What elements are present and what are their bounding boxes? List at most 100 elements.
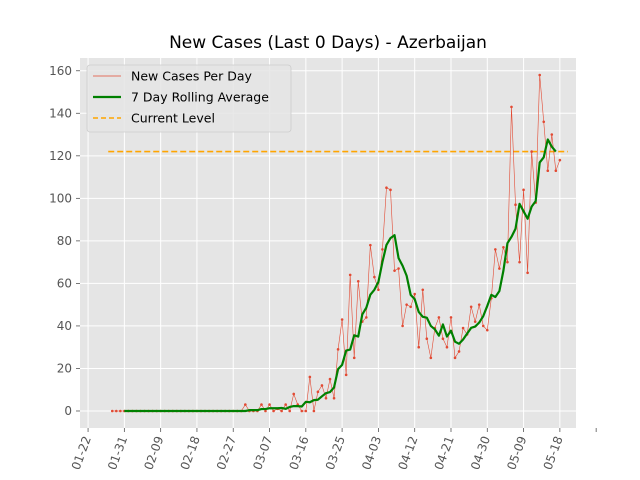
x-tick-label: 04-30 — [468, 434, 493, 472]
new-cases-point — [110, 409, 114, 413]
new-cases-point — [324, 396, 328, 400]
new-cases-point — [377, 288, 380, 292]
legend: New Cases Per Day 7 Day Rolling Average … — [86, 64, 292, 133]
new-cases-point — [409, 305, 412, 309]
y-tick-label: 160 — [49, 64, 72, 78]
new-cases-point — [304, 409, 308, 413]
new-cases-point — [538, 73, 542, 77]
new-cases-point — [530, 150, 533, 153]
x-tick-label: 04-12 — [395, 434, 420, 472]
new-cases-point — [381, 248, 384, 251]
new-cases-point — [494, 248, 497, 251]
new-cases-point — [344, 373, 348, 377]
new-cases-point — [332, 396, 336, 400]
y-tick-label: 40 — [57, 319, 72, 333]
new-cases-point — [425, 337, 429, 340]
new-cases-point — [421, 288, 425, 292]
new-cases-point — [441, 337, 445, 340]
x-tick-label: 01-31 — [105, 434, 130, 472]
new-cases-point — [284, 403, 287, 406]
new-cases-point — [340, 318, 344, 321]
new-cases-point — [356, 279, 360, 283]
series — [108, 73, 568, 413]
new-cases-point — [469, 305, 473, 309]
new-cases-point — [457, 350, 461, 353]
new-cases-point — [401, 324, 404, 328]
new-cases-point — [526, 271, 529, 275]
x-tick-label: 05-18 — [541, 434, 566, 472]
y-tick-label: 60 — [57, 276, 72, 290]
new-cases-point — [389, 188, 392, 192]
legend-label-new-cases: New Cases Per Day — [131, 69, 252, 84]
new-cases-point — [288, 409, 291, 413]
x-tick-label: 03-16 — [287, 434, 312, 472]
x-tick-label: 03-07 — [250, 434, 275, 472]
new-cases-point — [397, 267, 400, 270]
new-cases-point — [308, 375, 312, 379]
new-cases-point — [498, 267, 501, 270]
new-cases-point — [260, 403, 263, 406]
new-cases-point — [316, 390, 320, 394]
new-cases-point — [554, 169, 558, 173]
y-tick-label: 120 — [49, 149, 72, 163]
new-cases-point — [522, 188, 525, 192]
new-cases-point — [114, 409, 118, 413]
new-cases-point — [481, 324, 485, 328]
y-tick-label: 20 — [57, 361, 72, 375]
legend-box — [86, 64, 292, 133]
x-tick-label: 05-09 — [504, 434, 529, 472]
new-cases-point — [328, 377, 332, 381]
new-cases-point — [550, 133, 554, 136]
new-cases-point — [280, 409, 283, 413]
new-cases-point — [264, 409, 267, 413]
legend-label-current-level: Current Level — [131, 111, 215, 126]
new-cases-point — [417, 345, 421, 349]
new-cases-point — [514, 203, 517, 207]
chart-title: New Cases (Last 0 Days) - Azerbaijan — [169, 33, 487, 53]
new-cases-point — [373, 275, 376, 279]
new-cases-point — [119, 409, 122, 413]
y-tick-label: 0 — [64, 404, 72, 418]
x-tick-label: 01-22 — [69, 434, 94, 472]
new-cases-point — [405, 303, 408, 306]
new-cases-point — [542, 120, 546, 124]
x-tick-label: 03-25 — [323, 434, 348, 472]
legend-label-rolling-average: 7 Day Rolling Average — [131, 90, 269, 105]
new-cases-point — [461, 326, 465, 330]
x-tick-label: 04-21 — [432, 434, 457, 472]
y-tick-label: 80 — [57, 234, 72, 248]
x-tick-label: 02-27 — [214, 434, 239, 472]
new-cases-point — [300, 409, 304, 413]
y-tick-label: 140 — [49, 106, 72, 120]
x-tick-label: 02-18 — [178, 434, 203, 472]
rolling-average-line — [124, 138, 557, 413]
new-cases-point — [437, 316, 441, 319]
new-cases-point — [268, 403, 271, 406]
new-cases-point — [393, 269, 396, 272]
new-cases-point — [292, 392, 296, 396]
new-cases-point — [453, 356, 457, 360]
y-tick-label: 100 — [49, 191, 72, 205]
new-cases-point — [369, 243, 372, 247]
new-cases-point — [518, 260, 521, 264]
new-cases-point — [429, 356, 433, 360]
new-cases-point — [546, 169, 550, 173]
x-tick-label: 04-03 — [359, 434, 384, 472]
new-cases-point — [558, 158, 562, 162]
x-tick-label: 02-09 — [141, 434, 166, 472]
new-cases-point — [413, 292, 416, 296]
new-cases-point — [336, 348, 340, 351]
new-cases-point — [445, 345, 449, 349]
new-cases-point — [477, 303, 481, 306]
new-cases-point — [312, 409, 316, 413]
new-cases-point — [473, 320, 477, 323]
new-cases-point — [272, 409, 275, 413]
new-cases-point — [244, 403, 247, 406]
new-cases-point — [365, 316, 368, 319]
new-cases-point — [502, 245, 505, 249]
new-cases-point — [348, 273, 352, 277]
new-cases-point — [506, 260, 509, 264]
new-cases-point — [485, 328, 489, 332]
new-cases-point — [352, 356, 356, 360]
